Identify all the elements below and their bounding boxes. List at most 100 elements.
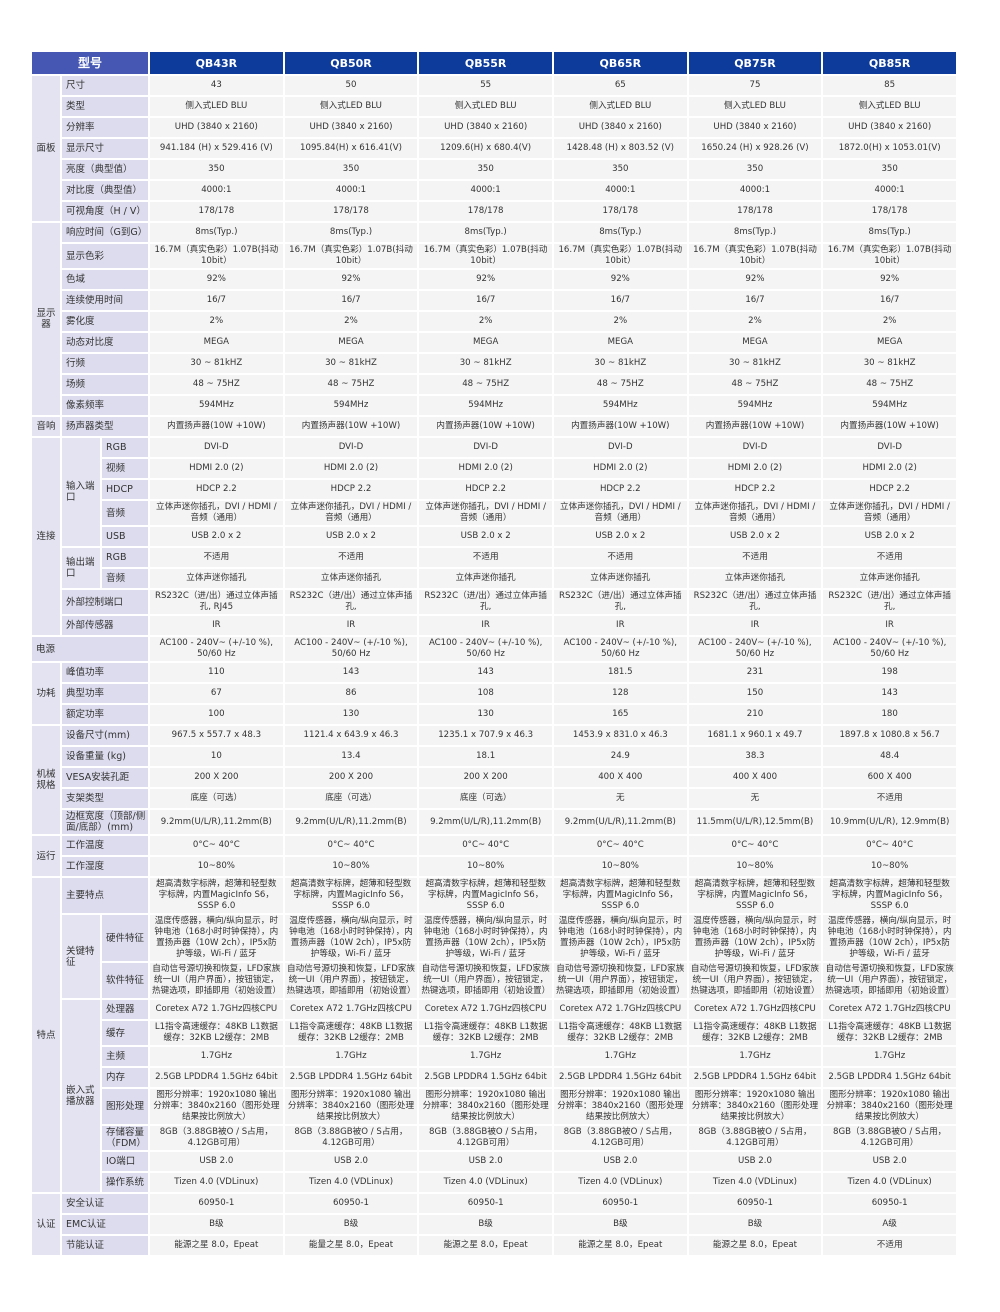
spec-value: 30 ~ 81kHZ: [821, 352, 958, 375]
spec-value: 自动信号源切换和恢复，LFD家族统一UI（用户界面），按钮锁定，热键选项，即插即…: [282, 961, 420, 1000]
table-row: 音频 立体声迷你插孔，DVI / HDMI /音频（通用） 立体声迷你插孔，DVI …: [31, 499, 958, 527]
spec-label: 工作湿度: [59, 855, 151, 878]
spec-value: 不适用: [821, 546, 958, 569]
spec-value: 48 ~ 75HZ: [551, 373, 689, 396]
model-header: QB75R: [686, 50, 824, 76]
spec-value: 2.5GB LPDDR4 1.5GHz 64bit: [282, 1066, 420, 1089]
model-header: QB65R: [551, 50, 689, 76]
table-row: 连续使用时间 16/7 16/7 16/7 16/7 16/7 16/7: [31, 289, 958, 312]
spec-value: 350: [686, 158, 824, 181]
spec-value: 自动信号源切换和恢复，LFD家族统一UI（用户界面），按钮锁定，热键选项，即插即…: [821, 961, 958, 1000]
spec-value: 不适用: [821, 1234, 958, 1257]
spec-value: 立体声迷你插孔: [686, 567, 824, 590]
spec-value: 立体声迷你插孔，DVI / HDMI /音频（通用）: [282, 499, 420, 527]
spec-value: 能源之星 8.0，Epeat: [551, 1234, 689, 1257]
spec-value: 9.2mm(U/L/R),11.2mm(B): [282, 808, 420, 836]
spec-value: 18.1: [417, 745, 554, 768]
table-row: EMC认证 B级 B级 B级 B级 B级 A级: [31, 1213, 958, 1236]
spec-value: 1.7GHz: [686, 1045, 824, 1068]
spec-value: 13.4: [282, 745, 420, 768]
spec-value: 100: [148, 703, 285, 726]
spec-value: UHD (3840 x 2160): [417, 116, 554, 139]
spec-value: 48 ~ 75HZ: [821, 373, 958, 396]
spec-value: 60950-1: [821, 1192, 958, 1215]
spec-value: B级: [551, 1213, 689, 1236]
spec-value: 4000:1: [821, 179, 958, 202]
spec-label: 音频: [99, 567, 151, 590]
spec-value: IR: [417, 614, 554, 637]
subgroup-label: 关键特征: [60, 913, 102, 1000]
spec-value: 92%: [821, 268, 958, 291]
spec-value: 温度传感器，横向/纵向显示，时钟电池（168小时时钟保持），内置扬声器（10W …: [821, 913, 958, 963]
spec-label: 响应时间（G到G）: [59, 221, 151, 244]
spec-value: 60950-1: [551, 1192, 689, 1215]
spec-label: 额定功率: [59, 703, 151, 726]
spec-value: 967.5 x 557.7 x 48.3: [148, 724, 285, 747]
spec-value: 侧入式LED BLU: [282, 95, 420, 118]
spec-value: MEGA: [148, 331, 285, 354]
table-row: 图形处理 图形分辨率：1920x1080 输出分辨率：3840x2160（图形处理…: [31, 1087, 958, 1126]
header-row: 型号 QB43R QB50R QB55R QB65R QB75R QB85R: [29, 50, 958, 76]
spec-value: 内置扬声器(10W +10W): [282, 415, 420, 438]
spec-value: 超高清数字标牌，超薄和轻型数字标牌，内置MagicInfo S6，SSSP 6.…: [282, 876, 420, 915]
spec-label: 设备尺寸(mm): [59, 724, 151, 747]
spec-value: 立体声迷你插孔，DVI / HDMI /音频（通用）: [417, 499, 554, 527]
spec-value: 1235.1 x 707.9 x 46.3: [417, 724, 554, 747]
spec-value: 1897.8 x 1080.8 x 56.7: [821, 724, 958, 747]
spec-value: 10~80%: [417, 855, 554, 878]
spec-value: 43: [148, 74, 285, 97]
table-row: 音响 扬声器类型 内置扬声器(10W +10W) 内置扬声器(10W +10W) 内置扬…: [30, 415, 958, 438]
model-header-label: 型号: [29, 50, 151, 76]
spec-label: 显示色彩: [59, 242, 151, 270]
spec-label: 处理器: [99, 998, 151, 1021]
spec-label: RGB: [99, 546, 151, 569]
spec-value: 不适用: [282, 546, 420, 569]
spec-value: HDMI 2.0 (2): [686, 457, 824, 480]
spec-label: 外部控制端口: [59, 588, 151, 616]
spec-label: 安全认证: [59, 1192, 151, 1215]
spec-value: 941.184 (H) x 529.416 (V): [148, 137, 285, 160]
spec-value: 立体声迷你插孔，DVI / HDMI /音频（通用）: [551, 499, 689, 527]
spec-value: USB 2.0 x 2: [282, 525, 420, 548]
table-row: 外部控制端口 RS232C（进/出）通过立体声插孔, RJ45 RS232C（进/出…: [31, 588, 958, 616]
spec-value: 130: [282, 703, 420, 726]
spec-value: 231: [686, 661, 824, 684]
spec-value: 9.2mm(U/L/R),11.2mm(B): [417, 808, 554, 836]
spec-value: 8ms(Typ.): [282, 221, 420, 244]
spec-value: Coretex A72 1.7GHz四核CPU: [417, 998, 554, 1021]
spec-value: 不适用: [551, 546, 689, 569]
spec-value: 8GB（3.88GB被O / S占用，4.12GB可用）: [282, 1124, 420, 1152]
spec-value: USB 2.0: [282, 1150, 420, 1173]
spec-label: 主频: [99, 1045, 151, 1068]
spec-label: 节能认证: [59, 1234, 151, 1257]
spec-label: 视频: [99, 457, 151, 480]
spec-value: 594MHz: [821, 394, 958, 417]
spec-value: 8ms(Typ.): [148, 221, 285, 244]
spec-value: 200 X 200: [148, 766, 285, 789]
spec-value: B级: [417, 1213, 554, 1236]
spec-value: 181.5: [551, 661, 689, 684]
spec-value: AC100 - 240V~ (+/-10 %), 50/60 Hz: [148, 635, 285, 663]
spec-value: HDCP 2.2: [551, 478, 689, 501]
spec-value: 2.5GB LPDDR4 1.5GHz 64bit: [417, 1066, 554, 1089]
table-row: USB USB 2.0 x 2 USB 2.0 x 2 USB 2.0 x 2 USB …: [31, 525, 958, 548]
group-label: 运行: [30, 834, 62, 878]
spec-value: Coretex A72 1.7GHz四核CPU: [148, 998, 285, 1021]
spec-label: 雾化度: [59, 310, 151, 333]
spec-value: 8GB（3.88GB被O / S占用，4.12GB可用）: [686, 1124, 824, 1152]
spec-value: 8GB（3.88GB被O / S占用，4.12GB可用）: [417, 1124, 554, 1152]
spec-value: USB 2.0 x 2: [148, 525, 285, 548]
table-row: 行频 30 ~ 81kHZ 30 ~ 81kHZ 30 ~ 81kHZ 30 ~ 81k…: [31, 352, 958, 375]
spec-label: 支架类型: [59, 787, 151, 810]
spec-value: 1.7GHz: [821, 1045, 958, 1068]
spec-value: 60950-1: [282, 1192, 420, 1215]
spec-value: 侧入式LED BLU: [417, 95, 554, 118]
spec-label: 类型: [59, 95, 151, 118]
spec-value: 1681.1 x 960.1 x 49.7: [686, 724, 824, 747]
spec-value: 92%: [686, 268, 824, 291]
spec-value: L1指令高速缓存：48KB L1数据缓存：32KB L2缓存：2MB: [821, 1019, 958, 1047]
spec-label: 分辨率: [59, 116, 151, 139]
spec-value: MEGA: [686, 331, 824, 354]
spec-value: 165: [551, 703, 689, 726]
spec-value: 143: [417, 661, 554, 684]
